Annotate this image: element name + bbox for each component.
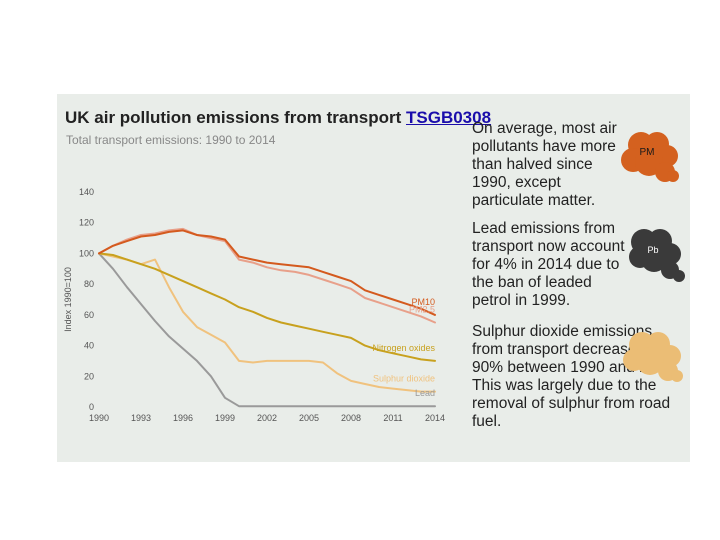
pm-cloud-label: PM xyxy=(640,147,655,158)
y-tick-label: 20 xyxy=(84,371,94,381)
pb-cloud-shape xyxy=(629,229,685,282)
x-tick-label: 1993 xyxy=(131,413,151,423)
series-label: Lead xyxy=(415,388,435,398)
pb-cloud-label: Pb xyxy=(647,245,658,255)
y-tick-label: 40 xyxy=(84,341,94,351)
series-line-pm10 xyxy=(98,229,436,316)
chart-axes: 0 20 40 60 80 100 120 140 1990 1993 1996 1999 2002 20… xyxy=(63,187,445,423)
note-particulate-matter: On average, most air pollutants have mor… xyxy=(472,120,617,209)
pm-cloud-shape xyxy=(621,132,679,182)
x-tick-label: 2008 xyxy=(341,413,361,423)
y-tick-label: 80 xyxy=(84,279,94,289)
series-label: PM10 xyxy=(411,297,435,307)
series-line-pm2-5 xyxy=(98,227,436,324)
series-line-lead xyxy=(98,252,436,408)
series-line-nitrogen-oxides xyxy=(98,252,436,362)
chart-title: UK air pollution emissions from transpor… xyxy=(65,108,491,128)
y-tick-label: 0 xyxy=(89,402,94,412)
y-tick-label: 60 xyxy=(84,310,94,320)
pm-cloud-icon: PM xyxy=(621,132,679,182)
so2-cloud-icon xyxy=(623,332,683,382)
y-tick-label: 100 xyxy=(79,248,94,258)
x-tick-label: 1999 xyxy=(215,413,235,423)
series-label: Nitrogen oxides xyxy=(372,343,435,353)
y-tick-label: 140 xyxy=(79,187,94,197)
chart-lines xyxy=(98,227,436,408)
chart-subtitle: Total transport emissions: 1990 to 2014 xyxy=(66,133,276,147)
x-tick-label: 2011 xyxy=(383,413,402,423)
x-tick-label: 2005 xyxy=(299,413,319,423)
table-link[interactable]: TSGB0308 xyxy=(406,108,492,127)
chart-title-text: UK air pollution emissions from transpor… xyxy=(65,108,402,127)
x-tick-label: 2002 xyxy=(257,413,277,423)
line-chart: 0 20 40 60 80 100 120 140 1990 1993 1996 1999 2002 20… xyxy=(63,187,445,423)
y-axis-label: Index 1990=100 xyxy=(63,267,73,332)
series-label: PM2.5 xyxy=(409,305,435,315)
y-tick-label: 120 xyxy=(79,218,94,228)
x-tick-label: 1990 xyxy=(89,413,109,423)
series-line-sulphur-dioxide xyxy=(98,252,436,393)
x-tick-label: 2014 xyxy=(425,413,445,423)
so2-cloud-shape xyxy=(623,332,683,382)
x-tick-label: 1996 xyxy=(173,413,193,423)
note-lead: Lead emissions from transport now accoun… xyxy=(472,220,625,309)
series-label: Sulphur dioxide xyxy=(373,374,435,384)
figure-panel xyxy=(57,94,690,462)
pb-cloud-icon: Pb xyxy=(629,229,685,282)
